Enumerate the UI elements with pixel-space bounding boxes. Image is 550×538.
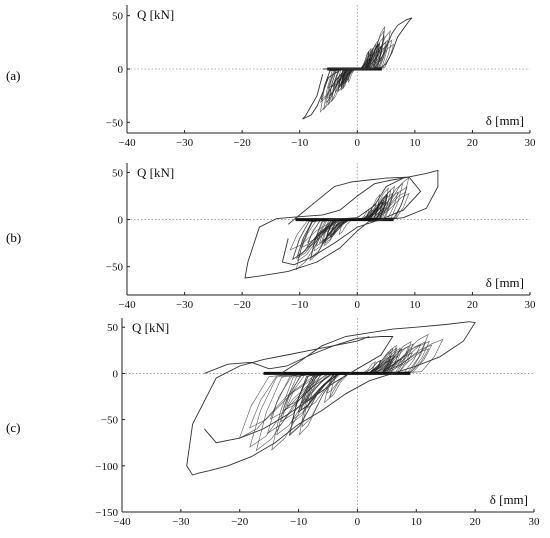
x-tick-label: −10 (290, 516, 308, 528)
y-tick-label: −100 (95, 461, 118, 473)
hysteresis-loop (299, 348, 403, 436)
hysteresis-loop (331, 39, 389, 103)
x-tick-label: −40 (113, 516, 131, 528)
x-tick-label: −10 (291, 137, 309, 149)
x-axis-label: δ [mm] (490, 492, 528, 507)
x-tick-label: −20 (234, 137, 252, 149)
y-axis-label: Q [kN] (132, 320, 169, 335)
y-tick-label: 0 (118, 64, 124, 76)
hysteresis-loop (266, 344, 422, 435)
x-tick-label: 0 (355, 137, 361, 149)
panel-label-a: (a) (6, 68, 21, 83)
envelope-series-1 (302, 17, 413, 120)
x-tick-label: 20 (467, 299, 479, 311)
x-tick-label: 20 (470, 516, 482, 528)
x-tick-label: 10 (409, 299, 421, 311)
x-tick-label: 10 (411, 516, 423, 528)
y-tick-label: −50 (106, 262, 124, 274)
envelope-series-1 (244, 169, 439, 279)
x-tick-label: 30 (525, 299, 537, 311)
x-tick-label: −30 (176, 299, 194, 311)
x-tick-label: 30 (529, 516, 541, 528)
x-tick-label: −20 (231, 516, 249, 528)
y-tick-label: −150 (95, 507, 118, 519)
x-tick-label: −30 (172, 516, 190, 528)
x-tick-label: 20 (467, 137, 479, 149)
panel-label-b: (b) (6, 230, 22, 245)
envelope-series-2 (204, 336, 394, 444)
x-tick-label: −40 (118, 137, 136, 149)
y-tick-label: 50 (112, 167, 124, 179)
y-tick-label: −50 (101, 415, 119, 427)
y-tick-label: −50 (106, 117, 124, 129)
x-tick-label: 30 (525, 137, 537, 149)
x-tick-label: −10 (291, 299, 309, 311)
x-tick-label: −30 (176, 137, 194, 149)
x-tick-label: −40 (118, 299, 136, 311)
y-tick-label: 50 (112, 11, 124, 23)
y-tick-label: 0 (118, 215, 124, 227)
panel-label-c: (c) (6, 420, 21, 435)
y-axis-label: Q [kN] (137, 7, 174, 22)
y-axis-label: Q [kN] (137, 165, 174, 180)
envelope-series-2 (281, 176, 422, 266)
y-tick-label: 50 (107, 322, 119, 334)
x-tick-label: 0 (355, 299, 361, 311)
y-tick-label: 0 (113, 368, 119, 380)
x-axis-label: δ [mm] (486, 113, 524, 128)
x-tick-label: 10 (409, 137, 421, 149)
x-axis-label: δ [mm] (486, 275, 524, 290)
x-tick-label: −20 (234, 299, 252, 311)
envelope-series-1 (186, 321, 476, 476)
x-tick-label: 0 (355, 516, 361, 528)
